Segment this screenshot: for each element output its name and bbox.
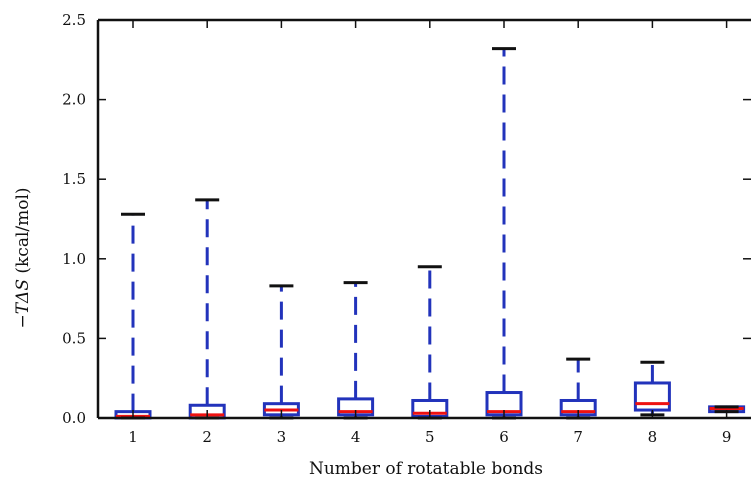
box-group-6 — [485, 47, 523, 420]
plot-frame — [96, 18, 751, 420]
plot-marks — [114, 47, 746, 420]
y-axis-label-symbol: −TΔS — [13, 279, 33, 329]
x-tick-label: 7 — [573, 428, 583, 446]
box-group-7 — [559, 357, 597, 420]
x-tick-label: 4 — [351, 428, 361, 446]
box-group-9 — [708, 405, 746, 414]
x-tick-label: 5 — [425, 428, 435, 446]
x-tick-label: 8 — [648, 428, 658, 446]
y-tick-label: 1.0 — [62, 250, 86, 268]
y-tick-label: 0.5 — [62, 329, 86, 347]
box-group-8 — [633, 360, 671, 417]
x-tick-label: 9 — [722, 428, 732, 446]
y-tick-label: 2.5 — [62, 11, 86, 29]
y-axis-label-unit: (kcal/mol) — [13, 187, 33, 279]
axis-ticks: 0.0 0.5 1.0 1.5 2.0 2.5 1 2 3 4 5 6 7 8 9 — [62, 11, 751, 446]
box-group-3 — [262, 284, 300, 420]
box-group-1 — [114, 212, 152, 420]
x-tick-label: 6 — [499, 428, 509, 446]
box — [633, 381, 671, 412]
y-tick-label: 2.0 — [62, 91, 86, 109]
box-group-5 — [411, 265, 449, 420]
x-axis-label: Number of rotatable bonds — [309, 459, 543, 479]
y-tick-label: 1.5 — [62, 170, 86, 188]
y-axis-label: −TΔS (kcal/mol) — [13, 187, 33, 328]
box-group-2 — [188, 198, 226, 420]
y-tick-label: 0.0 — [62, 409, 86, 427]
x-tick-label: 3 — [277, 428, 287, 446]
x-tick-label: 1 — [128, 428, 138, 446]
box-group-4 — [337, 281, 375, 420]
x-tick-label: 2 — [202, 428, 212, 446]
